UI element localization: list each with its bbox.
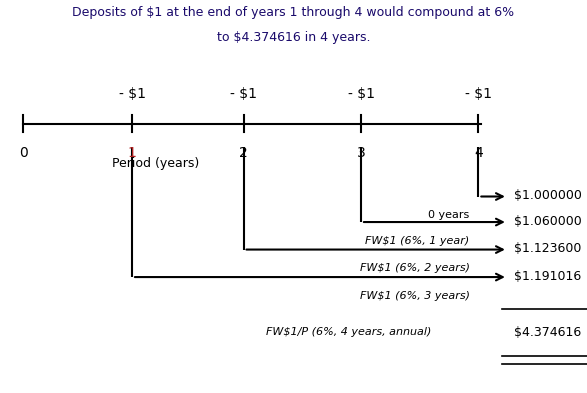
Text: FW$1 (6%, 3 years): FW$1 (6%, 3 years) xyxy=(360,291,470,301)
Text: - $1: - $1 xyxy=(348,87,375,101)
Text: FW$1/P (6%, 4 years, annual): FW$1/P (6%, 4 years, annual) xyxy=(266,327,431,337)
Text: 0 years: 0 years xyxy=(429,210,470,220)
Text: $1.191016: $1.191016 xyxy=(514,270,581,283)
Text: 1: 1 xyxy=(127,146,137,160)
Text: Period (years): Period (years) xyxy=(112,157,199,170)
Text: to $4.374616 in 4 years.: to $4.374616 in 4 years. xyxy=(217,31,370,44)
Text: 4: 4 xyxy=(474,146,483,160)
Text: $1.123600: $1.123600 xyxy=(514,242,581,255)
Text: Deposits of $1 at the end of years 1 through 4 would compound at 6%: Deposits of $1 at the end of years 1 thr… xyxy=(72,6,515,19)
Text: 3: 3 xyxy=(357,146,365,160)
Text: $1.060000: $1.060000 xyxy=(514,215,581,228)
Text: $1.000000: $1.000000 xyxy=(514,189,582,202)
Text: - $1: - $1 xyxy=(230,87,257,101)
Text: FW$1 (6%, 2 years): FW$1 (6%, 2 years) xyxy=(360,263,470,273)
Text: 0: 0 xyxy=(19,146,28,160)
Text: - $1: - $1 xyxy=(119,87,146,101)
Text: FW$1 (6%, 1 year): FW$1 (6%, 1 year) xyxy=(365,236,470,246)
Text: - $1: - $1 xyxy=(465,87,492,101)
Text: 2: 2 xyxy=(239,146,248,160)
Text: $4.374616: $4.374616 xyxy=(514,325,581,339)
